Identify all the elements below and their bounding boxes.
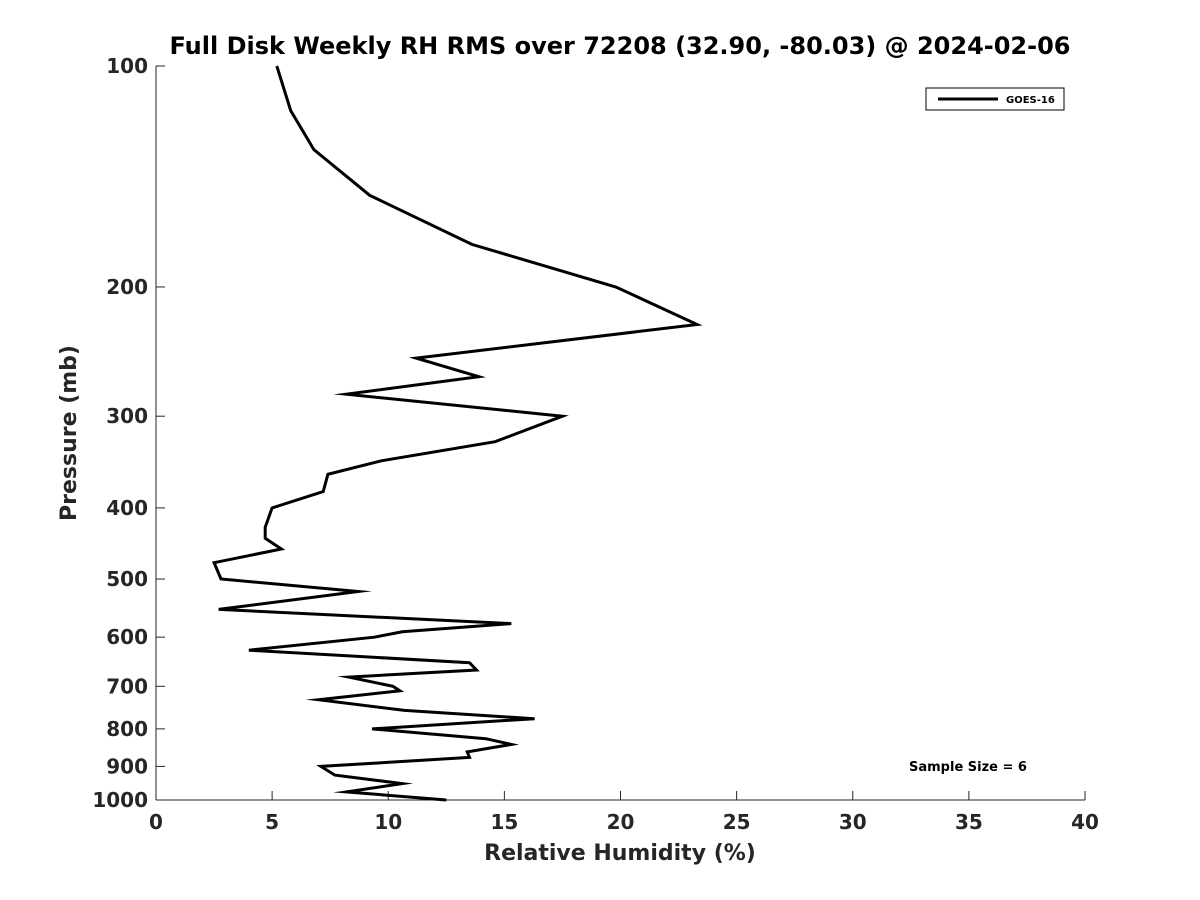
x-tick-label: 25 (723, 810, 751, 834)
sample-size-annotation: Sample Size = 6 (909, 760, 1027, 775)
y-tick-label: 300 (106, 404, 148, 428)
x-tick-label: 35 (955, 810, 983, 834)
x-tick-label: 0 (149, 810, 163, 834)
y-tick-label: 600 (106, 625, 148, 649)
chart-title: Full Disk Weekly RH RMS over 72208 (32.9… (169, 32, 1070, 60)
x-tick-label: 5 (265, 810, 279, 834)
x-axis-label: Relative Humidity (%) (484, 841, 756, 866)
legend-entry-goes-16: GOES-16 (1006, 95, 1055, 106)
x-tick-label: 40 (1071, 810, 1099, 834)
y-axis-label: Pressure (mb) (57, 345, 82, 521)
x-tick-label: 20 (607, 810, 635, 834)
x-tick-label: 15 (490, 810, 518, 834)
plot-area: 0 5 10 15 20 25 30 35 40 100 200 300 400 500 600 700 800… (92, 54, 1099, 834)
legend: GOES-16 (925, 87, 1065, 111)
y-tick-label: 1000 (92, 788, 148, 812)
y-tick-label: 400 (106, 496, 148, 520)
y-tick-label: 500 (106, 567, 148, 591)
x-tick-label: 10 (374, 810, 402, 834)
y-tick-label: 100 (106, 54, 148, 78)
series-line-goes-16 (212, 65, 703, 802)
y-tick-label: 200 (106, 275, 148, 299)
y-tick-label: 800 (106, 717, 148, 741)
y-tick-label: 900 (106, 754, 148, 778)
y-tick-label: 700 (106, 674, 148, 698)
x-tick-label: 30 (839, 810, 867, 834)
